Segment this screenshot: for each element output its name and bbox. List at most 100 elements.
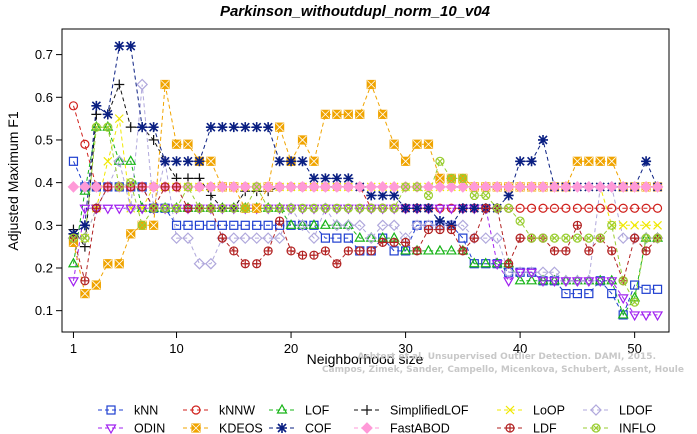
data-point-inflo bbox=[149, 203, 159, 213]
data-point-cof bbox=[286, 156, 297, 167]
data-point-ldf bbox=[630, 233, 640, 243]
data-point-fastabod bbox=[353, 181, 366, 193]
legend-swatch-marker bbox=[362, 405, 372, 415]
data-point-ldof bbox=[262, 232, 274, 244]
data-point-inflo bbox=[641, 233, 651, 243]
x-tick-label: 50 bbox=[627, 341, 641, 356]
data-point-ldf bbox=[561, 246, 571, 256]
data-point-odin bbox=[274, 204, 286, 215]
data-point-cof bbox=[171, 156, 182, 167]
data-point-simplifiedlof bbox=[148, 134, 159, 145]
data-point-simplifiedlof bbox=[91, 109, 102, 120]
data-point-kdeos bbox=[103, 259, 113, 269]
data-point-cof bbox=[412, 203, 423, 214]
legend-swatch-marker bbox=[191, 405, 201, 415]
data-point-lof bbox=[606, 274, 618, 285]
data-point-knn bbox=[217, 220, 227, 230]
data-point-ldf bbox=[366, 246, 376, 256]
data-point-lof bbox=[331, 219, 343, 229]
data-point-kdeos bbox=[297, 135, 308, 145]
data-point-lof bbox=[491, 257, 503, 268]
data-point-knn bbox=[194, 220, 205, 230]
data-point-odin bbox=[216, 204, 228, 215]
data-point-lof bbox=[560, 274, 572, 285]
data-point-kdeos bbox=[309, 156, 319, 166]
data-point-kdeos bbox=[343, 109, 353, 119]
data-point-ldof bbox=[365, 232, 378, 244]
plot-frame bbox=[61, 28, 670, 333]
data-point-ldf bbox=[183, 203, 193, 213]
data-point-odin bbox=[606, 277, 618, 288]
data-point-cof bbox=[320, 173, 331, 184]
data-point-loop bbox=[114, 114, 124, 124]
data-point-lof bbox=[136, 202, 148, 212]
data-point-cof bbox=[503, 190, 514, 201]
x-tick-label: 30 bbox=[398, 341, 412, 356]
data-point-knn bbox=[630, 280, 640, 290]
data-point-inflo bbox=[114, 182, 124, 192]
data-point-lof bbox=[400, 244, 412, 255]
data-point-inflo bbox=[526, 233, 537, 243]
data-point-inflo bbox=[206, 203, 216, 213]
legend-label-simplifiedlof: SimplifiedLOF bbox=[390, 404, 469, 418]
data-point-fastabod bbox=[445, 181, 458, 193]
data-point-kdeos bbox=[320, 109, 331, 119]
data-point-ldof bbox=[193, 257, 206, 270]
legend-label-lof: LOF bbox=[305, 404, 330, 418]
data-point-ldf bbox=[217, 233, 227, 243]
data-point-ldof bbox=[308, 232, 320, 244]
x-tick-label: 10 bbox=[169, 341, 183, 356]
data-point-fastabod bbox=[296, 181, 309, 193]
data-point-odin bbox=[571, 277, 583, 288]
data-point-inflo bbox=[332, 203, 342, 213]
legend-label-inflo: INFLO bbox=[619, 422, 656, 434]
data-point-odin bbox=[308, 204, 320, 215]
data-point-inflo bbox=[538, 233, 548, 243]
legend-swatch-marker bbox=[105, 424, 117, 434]
data-point-lof bbox=[594, 274, 606, 285]
legend-item-ldof: LDOF bbox=[583, 404, 653, 418]
data-point-odin bbox=[583, 277, 595, 288]
data-point-ldf bbox=[355, 246, 365, 256]
legend-label-loop: LoOP bbox=[533, 404, 565, 418]
data-point-lof bbox=[113, 155, 125, 165]
data-point-fastabod bbox=[605, 181, 618, 193]
legend-item-ldf: LDF bbox=[497, 422, 557, 434]
data-point-cof bbox=[366, 190, 377, 201]
data-point-inflo bbox=[492, 203, 502, 213]
data-point-fastabod bbox=[628, 181, 641, 193]
data-point-ldf bbox=[389, 237, 399, 247]
data-point-fastabod bbox=[560, 181, 572, 193]
data-point-ldof bbox=[182, 232, 194, 244]
data-point-ldof bbox=[239, 232, 252, 244]
data-point-odin bbox=[171, 204, 183, 215]
data-point-lof bbox=[171, 202, 183, 212]
data-point-fastabod bbox=[537, 181, 549, 193]
data-point-ldof bbox=[205, 257, 217, 270]
data-point-odin bbox=[434, 204, 446, 215]
y-tick-label: 0.1 bbox=[35, 303, 53, 318]
data-point-odin bbox=[262, 204, 274, 215]
data-point-knn bbox=[229, 220, 239, 230]
data-point-fastabod bbox=[365, 181, 378, 193]
data-point-lof bbox=[102, 120, 114, 131]
legend-swatch-marker bbox=[591, 423, 601, 433]
data-point-ldf bbox=[91, 203, 101, 213]
data-point-cof bbox=[526, 156, 537, 167]
data-point-inflo bbox=[320, 203, 331, 213]
data-point-lof bbox=[342, 219, 354, 229]
data-point-cof bbox=[251, 122, 262, 133]
data-point-ldof bbox=[617, 232, 630, 244]
y-tick-label: 0.3 bbox=[35, 218, 53, 233]
data-point-ldof bbox=[296, 219, 309, 232]
data-point-fastabod bbox=[216, 181, 229, 193]
legend-item-loop: LoOP bbox=[497, 404, 565, 418]
data-point-inflo bbox=[446, 173, 456, 183]
data-point-cof bbox=[194, 156, 205, 167]
data-point-fastabod bbox=[388, 181, 400, 193]
legend-item-knnw: kNNW bbox=[183, 404, 255, 418]
data-point-knnw bbox=[630, 203, 640, 213]
legend-item-kdeos: KDEOS bbox=[183, 422, 263, 434]
data-point-lof bbox=[583, 274, 595, 285]
data-point-fastabod bbox=[457, 181, 469, 193]
